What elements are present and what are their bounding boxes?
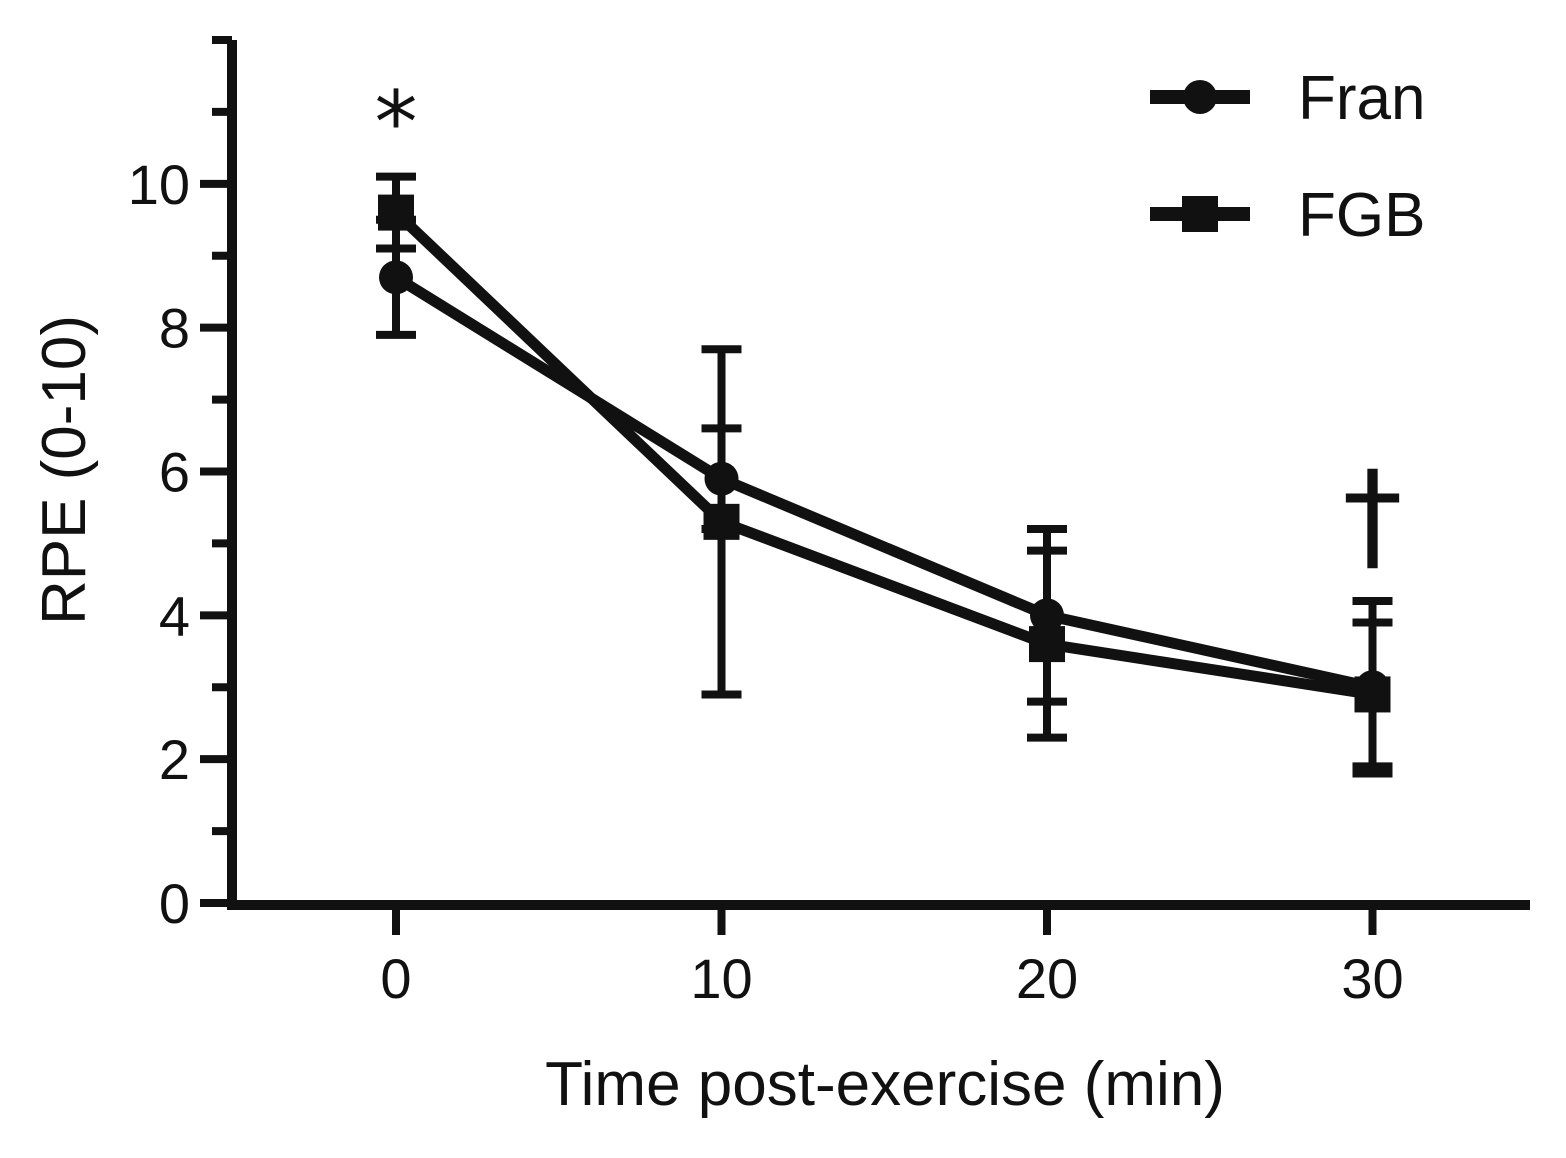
x-tick-label: 0: [380, 947, 411, 1010]
series-fgb: [376, 172, 1393, 771]
legend-marker-fgb: [1182, 196, 1218, 232]
axes: [227, 40, 1530, 910]
data-point-fgb: [1354, 676, 1391, 713]
y-axis-title: RPE (0-10): [30, 315, 99, 625]
legend-item-fran: Fran: [1150, 64, 1425, 133]
legend-label-fgb: FGB: [1298, 181, 1425, 250]
y-tick-label: 4: [159, 584, 190, 647]
data-point-fgb: [378, 194, 414, 231]
series-line-fran: [393, 272, 1374, 693]
legend-label-fran: Fran: [1298, 64, 1425, 133]
y-tick-label: 6: [159, 441, 190, 504]
data-point-fgb: [703, 503, 740, 540]
y-tick-label: 10: [128, 153, 190, 216]
annotations: *†: [375, 73, 1403, 586]
x-axis-title: Time post-exercise (min): [545, 1050, 1225, 1119]
x-tick-label: 30: [1341, 947, 1403, 1010]
series-fran: [376, 215, 1393, 778]
legend-item-fgb: FGB: [1150, 181, 1425, 250]
y-tick-label: 0: [159, 872, 190, 935]
y-tick-label: 8: [159, 297, 190, 360]
significance-dagger: †: [1343, 447, 1403, 586]
legend: Fran FGB: [1150, 64, 1425, 250]
data-point-fran: [379, 260, 413, 295]
x-tick-label: 20: [1016, 947, 1078, 1010]
series-line-fgb: [392, 208, 1374, 700]
legend-marker-fran: [1183, 80, 1217, 114]
data-point-fgb: [1029, 626, 1065, 663]
tick-labels: 0 2 4 6 8 10 0 10 20 30: [128, 153, 1404, 1010]
tick-marks: [200, 36, 1377, 935]
x-tick-label: 10: [690, 947, 752, 1010]
significance-asterisk: *: [375, 73, 418, 173]
series-layer: [376, 172, 1393, 778]
y-tick-label: 2: [159, 728, 190, 791]
